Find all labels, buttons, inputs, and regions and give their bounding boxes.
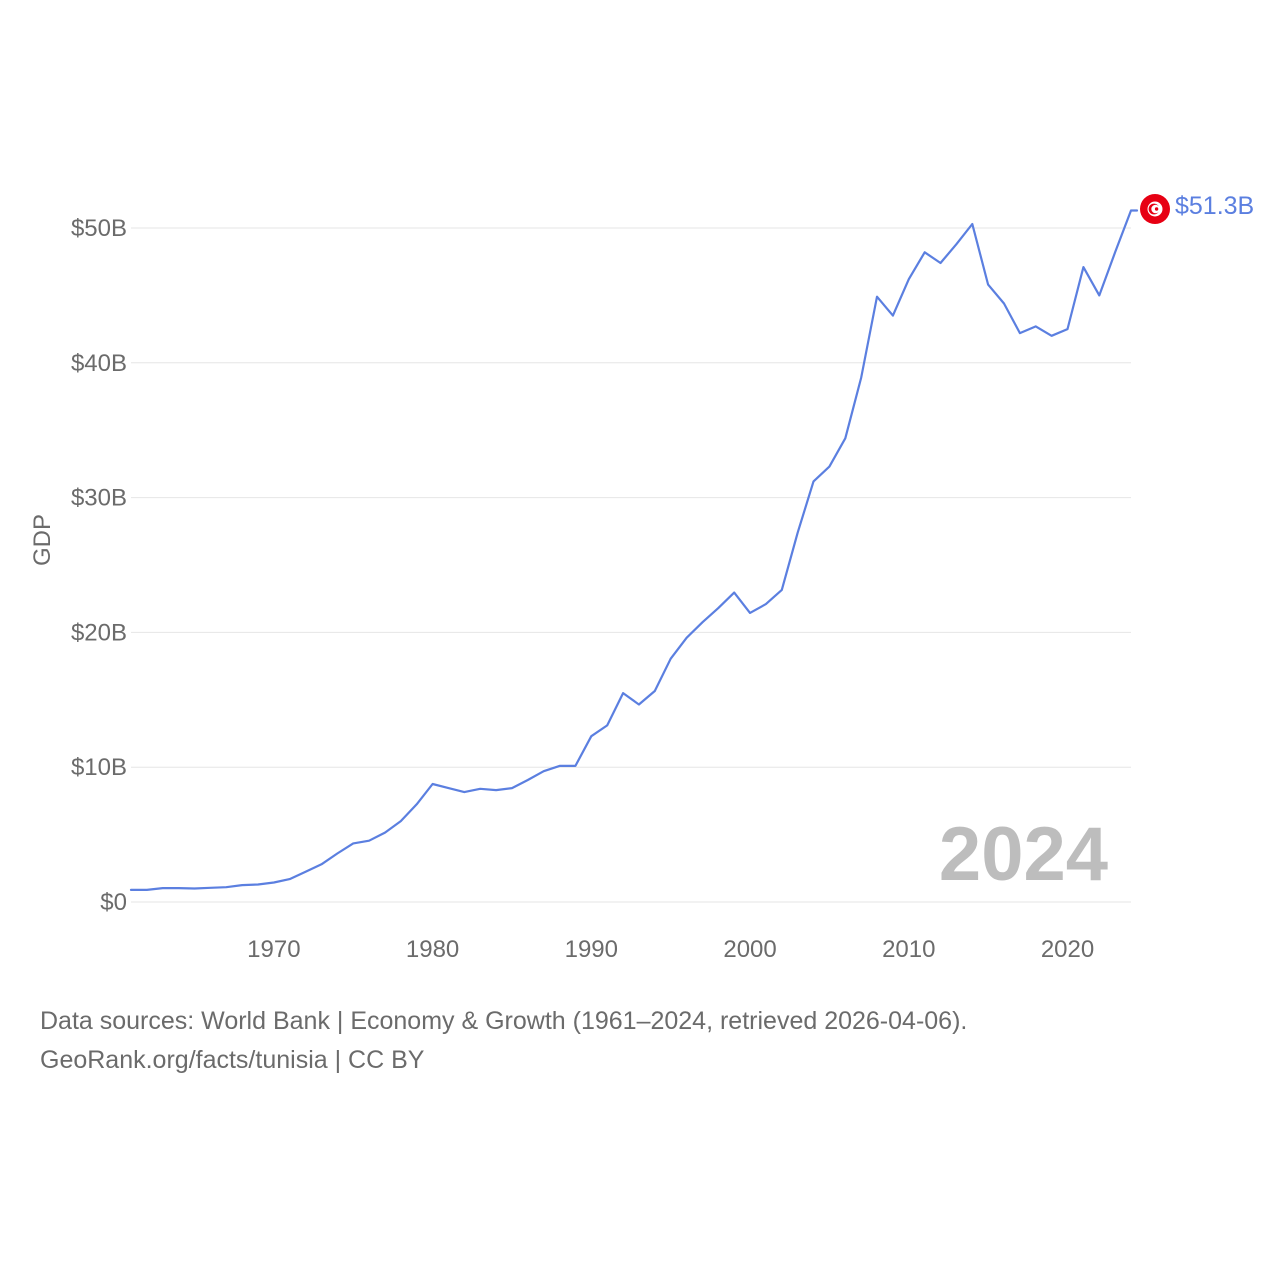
data-source-line: Data sources: World Bank | Economy & Gro… (40, 1007, 968, 1035)
x-tick-label: 1990 (565, 936, 618, 963)
y-axis-ticks: $0 $10B $20B $30B $40B $50B (71, 215, 127, 916)
x-tick-label: 1980 (406, 936, 459, 963)
series-line-tunisia (129, 209, 1139, 891)
current-year-label: 2024 (939, 812, 1108, 897)
attribution-line: GeoRank.org/facts/tunisia | CC BY (40, 1046, 425, 1074)
x-tick-label: 1970 (247, 936, 300, 963)
y-tick-label: $0 (100, 889, 127, 916)
grid-lines (131, 227, 1131, 903)
latest-value-label: $51.3B (1175, 192, 1254, 220)
x-tick-label: 2010 (882, 936, 935, 963)
y-tick-label: $30B (71, 485, 127, 512)
chart-footer: Data sources: World Bank | Economy & Gro… (40, 1002, 967, 1080)
y-tick-label: $50B (71, 215, 127, 242)
tunisia-flag-icon (1140, 194, 1170, 224)
x-tick-label: 2000 (723, 936, 776, 963)
x-axis-ticks: 1970 1980 1990 2000 2010 2020 (247, 936, 1094, 963)
x-tick-label: 2020 (1041, 936, 1094, 963)
y-tick-label: $40B (71, 350, 127, 377)
y-tick-label: $10B (71, 754, 127, 781)
y-axis-title: GDP (29, 514, 56, 566)
y-tick-label: $20B (71, 619, 127, 646)
